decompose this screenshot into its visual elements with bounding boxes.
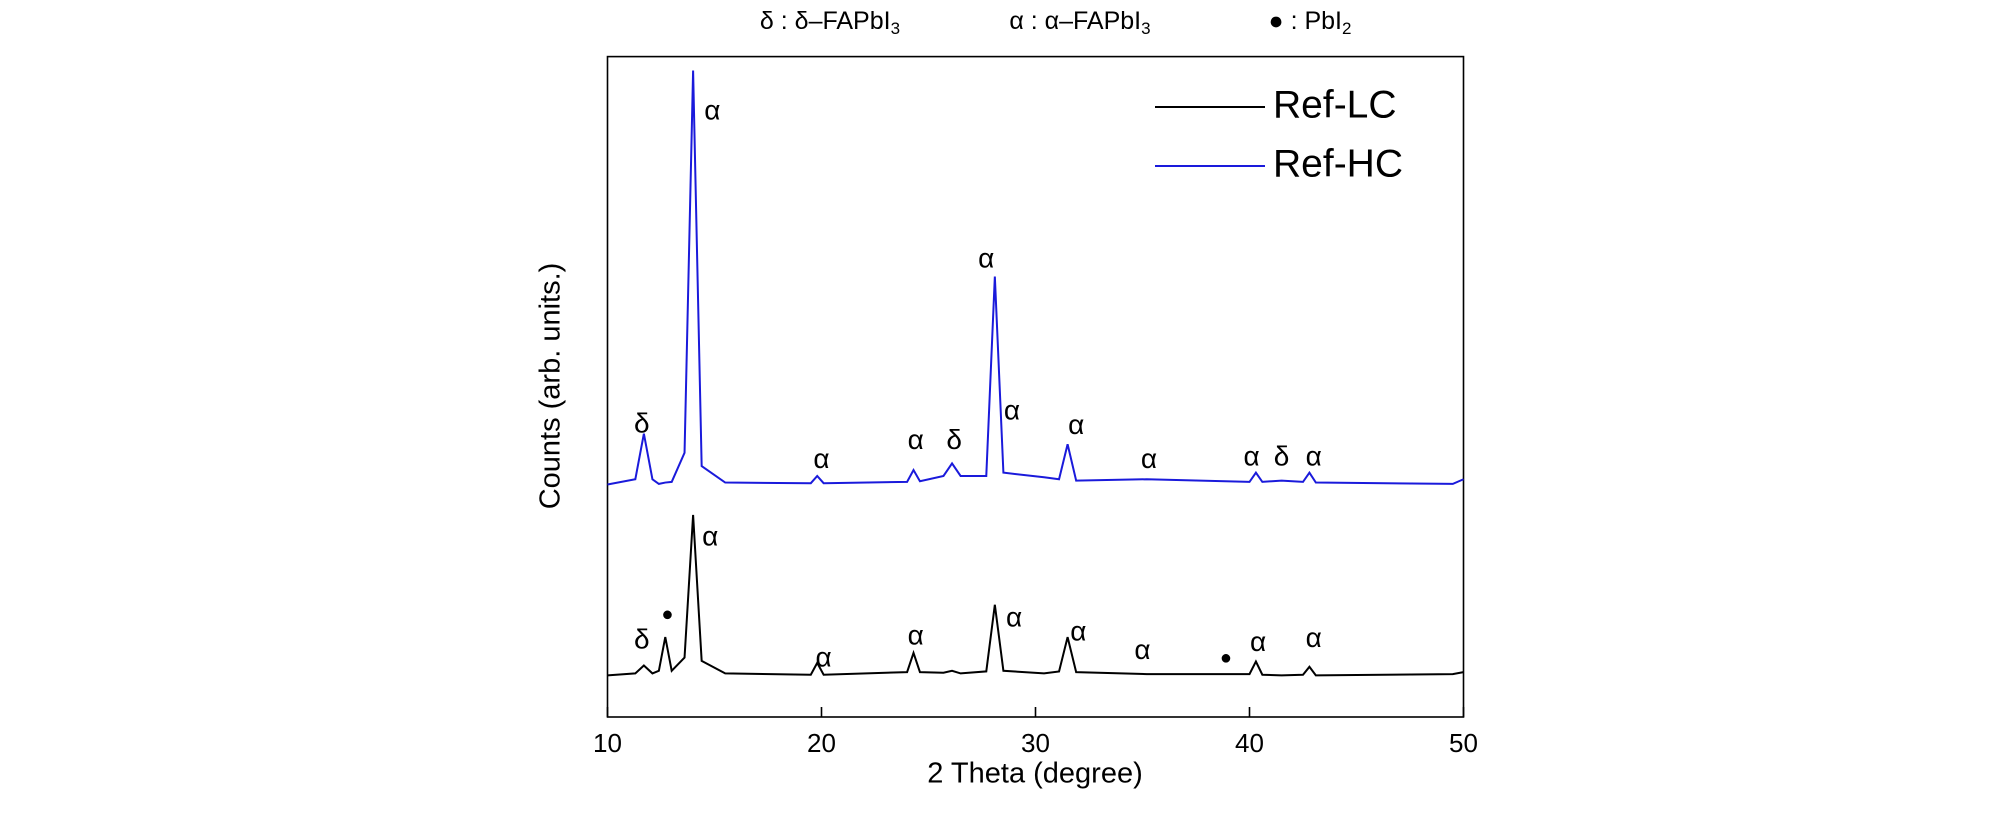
peak-annotation: α xyxy=(1006,602,1022,633)
y-axis-label: Counts (arb. units.) xyxy=(535,263,567,510)
peak-annotation: α xyxy=(908,424,924,455)
peak-annotation: α xyxy=(1070,616,1086,647)
x-tick-label: 30 xyxy=(1021,728,1050,758)
peak-annotation: α xyxy=(1306,441,1322,472)
peak-annotation: δ xyxy=(946,424,962,455)
peak-annotation: α xyxy=(1250,626,1266,657)
legend-label: Ref-LC xyxy=(1273,83,1397,126)
header-note-text: δ : δ–FAPbI xyxy=(760,7,891,35)
peak-annotation: α xyxy=(978,242,994,273)
header-note-subscript: 2 xyxy=(1342,19,1351,38)
header-note-subscript: 3 xyxy=(1141,19,1150,38)
header-note-text: α : α–FAPbI xyxy=(1009,7,1141,35)
header-note: δ : δ–FAPbI3 xyxy=(760,7,900,39)
peak-annotation: α xyxy=(1244,441,1260,472)
peak-annotation: δ xyxy=(1274,441,1290,472)
peak-annotation: α xyxy=(1134,634,1150,665)
peak-annotation: α xyxy=(704,94,720,125)
x-tick-label: 50 xyxy=(1449,728,1478,758)
peak-annotation: α xyxy=(702,520,718,551)
peak-annotation: α xyxy=(908,619,924,650)
peak-annotation: δ xyxy=(634,407,650,438)
peak-annotation: α xyxy=(816,641,832,672)
x-axis-label: 2 Theta (degree) xyxy=(927,758,1143,790)
series-line xyxy=(607,514,1464,677)
peak-annotation: α xyxy=(1068,409,1084,440)
peak-annotation: δ xyxy=(634,623,650,654)
header-note: α : α–FAPbI3 xyxy=(1009,7,1150,39)
header-note: ● : PbI2 xyxy=(1269,7,1352,39)
peak-annotation: α xyxy=(1004,394,1020,425)
header-note-text: ● : PbI xyxy=(1269,7,1342,35)
peak-annotation: ● xyxy=(1220,647,1232,669)
peak-annotation: ● xyxy=(661,604,673,626)
header-note-subscript: 3 xyxy=(891,19,900,38)
x-tick-label: 10 xyxy=(593,728,622,758)
x-tick-label: 20 xyxy=(807,728,836,758)
peak-annotation: α xyxy=(1141,443,1157,474)
x-tick-label: 40 xyxy=(1235,728,1264,758)
peak-annotation: α xyxy=(1306,622,1322,653)
peak-annotation: α xyxy=(813,443,829,474)
legend-label: Ref-HC xyxy=(1273,142,1403,185)
series-line xyxy=(607,70,1464,486)
